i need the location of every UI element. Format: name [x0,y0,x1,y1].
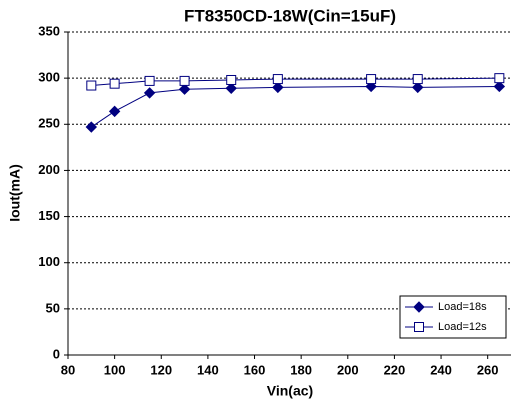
chart-title: FT8350CD-18W(Cin=15uF) [184,6,396,25]
x-tick-label: 200 [337,362,359,377]
y-tick-label: 200 [38,162,60,177]
data-point [494,73,505,84]
data-point [179,75,190,86]
x-tick-label: 100 [104,362,126,377]
x-tick-label: 120 [150,362,172,377]
y-tick-label: 300 [38,70,60,85]
legend-marker [414,322,424,332]
legend-label: Load=18s [438,301,487,313]
data-point [366,74,377,85]
data-point [85,121,98,133]
y-tick-label: 250 [38,116,60,131]
y-tick-label: 0 [53,346,60,361]
data-point [109,78,120,89]
data-point [178,83,191,95]
y-tick-label: 350 [38,23,60,38]
legend-marker [413,301,425,313]
x-tick-label: 80 [61,362,75,377]
data-point [108,105,121,118]
x-tick-label: 260 [477,362,499,377]
x-tick-label: 140 [197,362,219,377]
y-tick-label: 150 [38,208,60,223]
data-point [143,87,156,99]
legend-label: Load=12s [438,321,487,333]
data-point [144,75,155,86]
y-tick-label: 100 [38,254,60,269]
data-point [412,74,423,85]
data-point [493,80,506,93]
data-point [272,81,284,94]
y-tick-label: 50 [46,300,60,315]
data-point [272,74,283,85]
x-tick-label: 160 [244,362,266,377]
y-axis-label: Iout(mA) [7,164,23,222]
x-axis-label: Vin(ac) [267,383,313,399]
x-tick-label: 240 [430,362,452,377]
x-tick-label: 220 [384,362,406,377]
x-tick-label: 180 [290,362,312,377]
data-point [225,82,237,95]
data-point [412,81,424,94]
data-point [86,80,97,91]
data-point [226,74,237,85]
